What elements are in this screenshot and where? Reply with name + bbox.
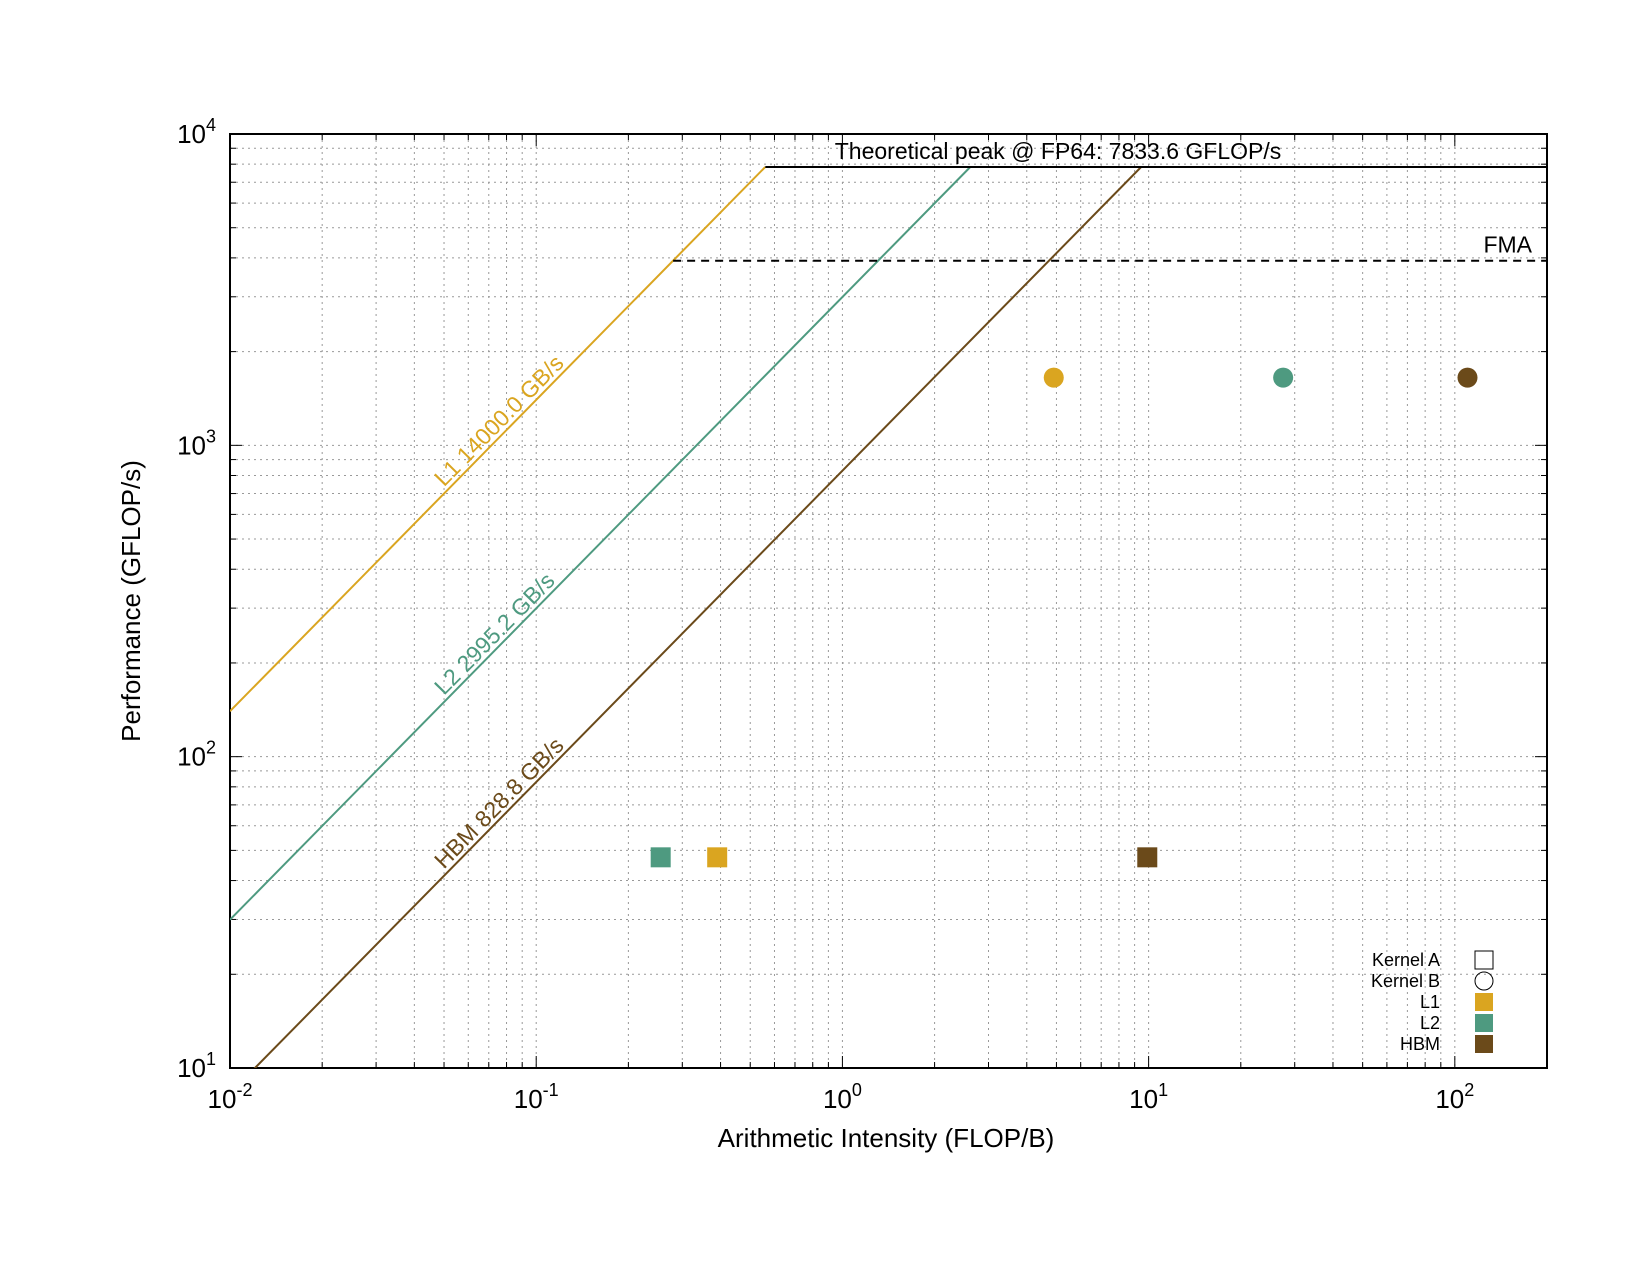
fma-ceiling-label: FMA	[1483, 232, 1532, 258]
legend-marker-l2	[1475, 1014, 1493, 1032]
axis-ticks: 10-2 10-1 100 101 102 101 102 103 104	[177, 115, 1547, 1114]
data-points	[650, 367, 1478, 868]
roof-lines: L1 14000.0 GB/s L2 2995.2 GB/s HBM 828.8 G…	[230, 166, 1142, 1068]
y-tick-label: 104	[177, 115, 216, 149]
y-tick-label: 101	[177, 1049, 216, 1083]
kernel-b-point-l2	[1273, 367, 1294, 388]
hbm-roof-label: HBM 828.8 GB/s	[429, 732, 569, 873]
legend-label: HBM	[1400, 1034, 1440, 1054]
kernel-b-point-l1	[1043, 367, 1064, 388]
ceiling-lines: Theoretical peak @ FP64: 7833.6 GFLOP/s F…	[673, 138, 1547, 262]
l1-roof-line	[230, 166, 766, 712]
x-tick-label: 100	[823, 1080, 862, 1114]
kernel-b-point-hbm	[1457, 367, 1478, 388]
kernel-a-point-l1	[707, 847, 728, 868]
kernel-a-point-hbm	[1137, 847, 1158, 868]
plot-border	[229, 133, 1548, 1069]
legend-marker-hbm	[1475, 1035, 1493, 1053]
legend-label: Kernel A	[1372, 950, 1440, 970]
x-tick-label: 102	[1435, 1080, 1474, 1114]
y-tick-label: 102	[177, 738, 216, 772]
legend-marker-l1	[1475, 993, 1493, 1011]
kernel-a-point-l2	[650, 847, 671, 868]
l1-roof-label: L1 14000.0 GB/s	[429, 350, 569, 491]
legend-marker-square	[1474, 950, 1494, 970]
l2-roof-label: L2 2995.2 GB/s	[429, 567, 560, 699]
peak-ceiling-label: Theoretical peak @ FP64: 7833.6 GFLOP/s	[835, 138, 1282, 164]
l2-roof-line	[230, 166, 971, 921]
x-tick-label: 101	[1129, 1080, 1168, 1114]
legend-marker-circle	[1474, 971, 1494, 991]
y-axis-label: Performance (GFLOP/s)	[116, 460, 146, 742]
grid-lines	[230, 134, 1547, 1068]
x-tick-label: 10-1	[514, 1080, 559, 1114]
plot-frame	[229, 133, 1548, 1069]
y-tick-label: 103	[177, 426, 216, 460]
x-tick-label: 10-2	[208, 1080, 253, 1114]
x-axis-label: Arithmetic Intensity (FLOP/B)	[718, 1123, 1055, 1153]
legend-label: Kernel B	[1371, 971, 1440, 991]
legend-label: L2	[1420, 1013, 1440, 1033]
legend-label: L1	[1420, 992, 1440, 1012]
hbm-roof-line	[253, 166, 1142, 1068]
